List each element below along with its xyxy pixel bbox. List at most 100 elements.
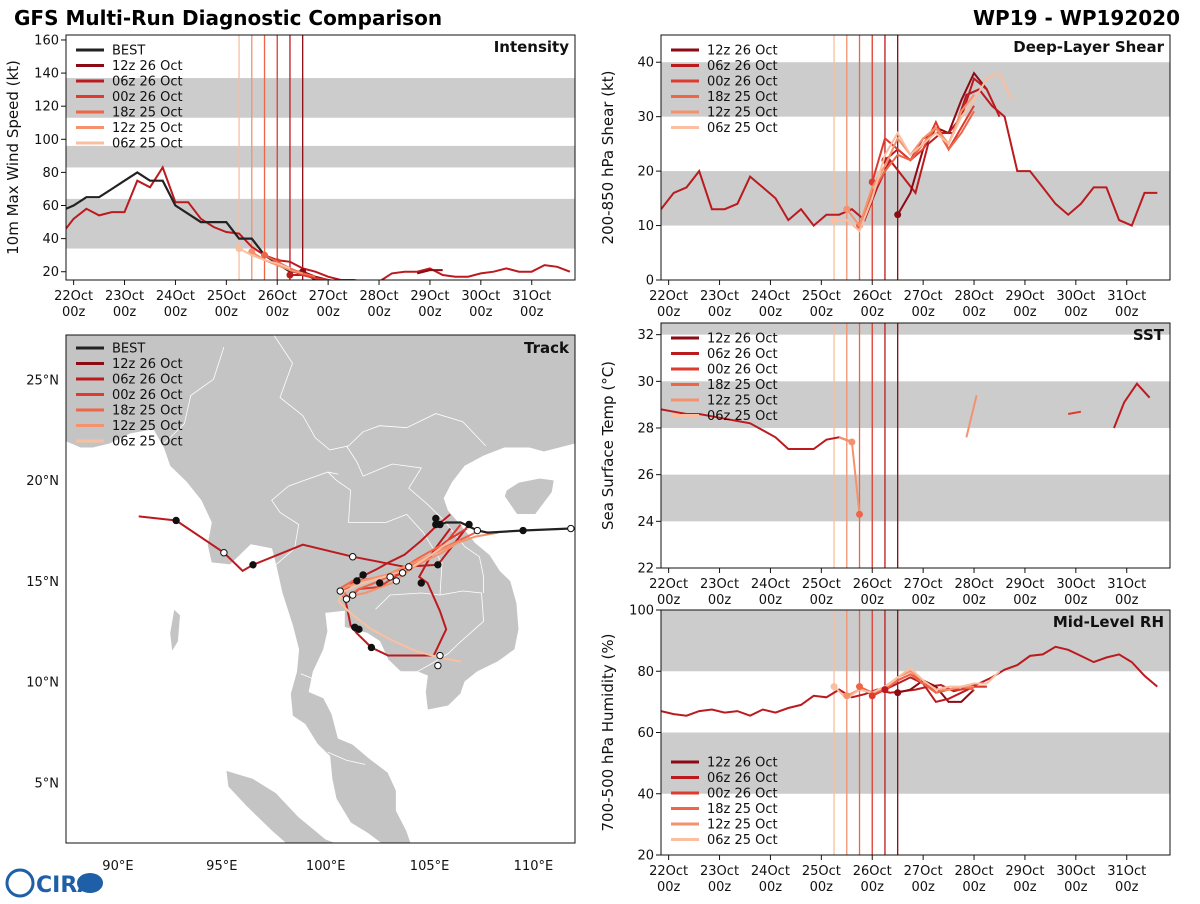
cira-logo-swirl-icon: [77, 873, 103, 893]
track-legend-label: BEST: [112, 342, 145, 357]
track-position-marker: [367, 643, 376, 652]
track-country-border: [375, 592, 441, 610]
intensity-ytick-label: 40: [42, 232, 59, 247]
intensity-xtick-label: 00z: [164, 305, 188, 320]
intensity-xtick-label: 23Oct: [105, 289, 144, 304]
track-ytick-label: 20°N: [26, 474, 59, 489]
intensity-init-marker: [235, 245, 243, 253]
track-country-border: [300, 673, 316, 681]
intensity-xtick-label: 24Oct: [156, 289, 195, 304]
sst-xtick-label: 26Oct: [853, 577, 892, 592]
track-frame: [65, 334, 576, 844]
sst-legend-label: 18z 25 Oct: [707, 378, 778, 393]
rh-xtick-label: 00z: [1013, 880, 1037, 895]
rh-ytick-label: 40: [637, 787, 654, 802]
track-position-marker: [249, 561, 257, 569]
intensity-run-line: [238, 247, 291, 270]
intensity-legend-label: 00z 26 Oct: [112, 90, 183, 105]
rh-title: Mid-Level RH: [1053, 613, 1164, 631]
intensity-xtick-label: 29Oct: [410, 289, 449, 304]
shear-series-group: [661, 71, 1158, 233]
sst-xtick-label: 00z: [657, 593, 681, 608]
track-position-marker: [349, 591, 357, 599]
track-country-border: [346, 445, 484, 593]
intensity-series-line: [66, 165, 571, 280]
shear-xtick-label: 00z: [759, 305, 783, 320]
track-land-andaman: [169, 608, 181, 653]
rh-xtick-label: 00z: [759, 880, 783, 895]
track-position-marker: [432, 520, 440, 529]
shear-legend-label: 12z 25 Oct: [707, 106, 778, 121]
intensity-ytick-label: 120: [34, 100, 59, 115]
shear-xtick-label: 27Oct: [904, 289, 943, 304]
track-panel: 90°E 95°E 100°E 105°E 110°E 5°N 10°N 15°N 20°N 25…: [26, 334, 576, 874]
sst-legend-label: 12z 26 Oct: [707, 332, 778, 347]
shear-ytick-label: 0: [646, 274, 654, 289]
intensity-ytick-label: 160: [34, 33, 59, 48]
rh-init-marker: [843, 692, 851, 700]
track-ytick-label: 25°N: [26, 373, 59, 388]
rh-run-line: [897, 679, 975, 703]
shear-legend-label: 18z 25 Oct: [707, 90, 778, 105]
sst-ylabel: Sea Surface Temp (°C): [599, 361, 617, 530]
track-land-sumatra: [225, 769, 338, 843]
intensity-legend-label: 18z 25 Oct: [112, 106, 183, 121]
rh-xtick-label: 00z: [911, 880, 935, 895]
sst-xtick-label: 00z: [911, 593, 935, 608]
rh-legend-label: 12z 25 Oct: [707, 818, 778, 833]
shear-panel: 01020304022Oct00z23Oct00z24Oct00z25Oct00…: [599, 34, 1171, 320]
shear-xtick-label: 30Oct: [1056, 289, 1095, 304]
shear-ylabel: 200-850 hPa Shear (kt): [599, 71, 617, 245]
sst-xtick-label: 00z: [861, 593, 885, 608]
track-position-marker: [359, 571, 367, 579]
sst-xtick-label: 29Oct: [1005, 577, 1044, 592]
track-position-marker: [336, 587, 344, 595]
intensity-legend-label: BEST: [112, 44, 145, 59]
shear-xtick-label: 26Oct: [853, 289, 892, 304]
rh-legend-label: 06z 26 Oct: [707, 771, 778, 786]
intensity-legend-label: 12z 25 Oct: [112, 121, 183, 136]
intensity-xtick-label: 00z: [113, 305, 137, 320]
rh-band: [661, 732, 1170, 794]
track-ytick-label: 15°N: [26, 575, 59, 590]
sst-run-line: [1068, 410, 1082, 415]
intensity-series-group: [66, 165, 571, 280]
shear-legend-label: 12z 26 Oct: [707, 44, 778, 59]
sst-xtick-label: 31Oct: [1107, 577, 1146, 592]
storm-id: WP19 - WP192020: [973, 6, 1180, 30]
track-country-border: [163, 346, 225, 445]
shear-xtick-label: 00z: [708, 305, 732, 320]
shear-band: [661, 62, 1170, 117]
shear-run-line: [896, 71, 988, 216]
track-ytick-label: 5°N: [35, 777, 60, 792]
sst-legend-label: 06z 26 Oct: [707, 347, 778, 362]
shear-xtick-label: 00z: [861, 305, 885, 320]
intensity-xtick-label: 00z: [469, 305, 493, 320]
track-land-hainan: [503, 477, 555, 515]
track-legend-label: 12z 26 Oct: [112, 357, 183, 372]
rh-init-marker: [856, 683, 864, 691]
sst-xtick-label: 23Oct: [700, 577, 739, 592]
rh-xtick-label: 30Oct: [1056, 864, 1095, 879]
track-run-line: [341, 531, 499, 599]
track-position-marker: [434, 561, 442, 569]
track-best-line: [439, 521, 575, 534]
track-best-marker: [473, 526, 482, 535]
rh-xtick-label: 25Oct: [802, 864, 841, 879]
rh-xtick-label: 22Oct: [649, 864, 688, 879]
rh-xtick-label: 00z: [708, 880, 732, 895]
rh-init-marker: [894, 689, 902, 697]
shear-xtick-label: 22Oct: [649, 289, 688, 304]
sst-init-marker: [848, 438, 856, 446]
track-ytick-label: 10°N: [26, 676, 59, 691]
intensity-band: [66, 78, 575, 118]
intensity-legend-label: 12z 26 Oct: [112, 59, 183, 74]
sst-xtick-label: 00z: [1013, 593, 1037, 608]
rh-init-marker: [830, 683, 838, 691]
sst-ytick-label: 26: [637, 468, 654, 483]
